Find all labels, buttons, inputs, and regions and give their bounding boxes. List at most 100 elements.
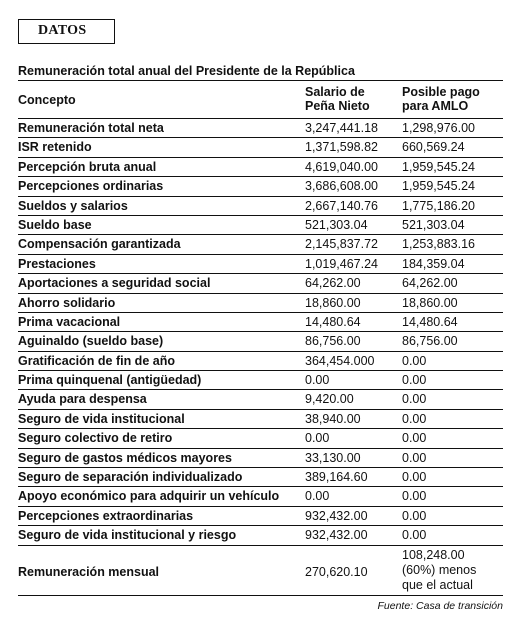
row-amlo: 0.00 <box>402 373 427 388</box>
row-pena: 38,940.00 <box>305 411 361 426</box>
row-amlo-line2: (60%) menos <box>402 562 477 577</box>
row-amlo: 0.00 <box>402 411 427 426</box>
header-amlo: Posible pago para AMLO <box>402 85 502 113</box>
table-row: Ahorro solidario 18,860.00 18,860.00 <box>18 294 503 313</box>
table-row: Prima quinquenal (antigüedad) 0.00 0.00 <box>18 371 503 391</box>
row-concepto: Seguro de gastos médicos mayores <box>18 450 232 465</box>
table-row: Aguinaldo (sueldo base) 86,756.00 86,756.0… <box>18 332 503 352</box>
row-amlo: 14,480.64 <box>402 314 458 329</box>
table-row: Apoyo económico para adquirir un vehícul… <box>18 487 503 507</box>
header-amlo-line2: para AMLO <box>402 99 469 113</box>
row-amlo: 0.00 <box>402 392 427 407</box>
row-amlo: 184,359.04 <box>402 256 465 271</box>
row-pena: 389,164.60 <box>305 470 368 485</box>
table-row: Aportaciones a seguridad social 64,262.00… <box>18 274 503 294</box>
row-pena: 18,860.00 <box>305 295 361 310</box>
table-row: ISR retenido 1,371,598.82 660,569.24 <box>18 138 503 158</box>
row-concepto: Sueldo base <box>18 217 92 232</box>
row-pena: 86,756.00 <box>305 334 361 349</box>
table-row: Percepciones ordinarias 3,686,608.00 1,959… <box>18 177 503 197</box>
header-concepto: Concepto <box>18 93 76 107</box>
row-concepto: Compensación garantizada <box>18 237 181 252</box>
row-pena: 0.00 <box>305 431 330 446</box>
row-amlo: 64,262.00 <box>402 276 458 291</box>
row-concepto: Sueldos y salarios <box>18 198 128 213</box>
row-amlo: 1,775,186.20 <box>402 198 475 213</box>
row-pena: 64,262.00 <box>305 276 361 291</box>
table-row: Prima vacacional 14,480.64 14,480.64 <box>18 313 503 333</box>
row-pena: 0.00 <box>305 489 330 504</box>
header-pena-line1: Salario de <box>305 85 365 99</box>
row-concepto: Prestaciones <box>18 256 96 271</box>
row-pena: 3,247,441.18 <box>305 121 378 135</box>
row-amlo-line1: 108,248.00 <box>402 547 465 562</box>
row-concepto: ISR retenido <box>18 140 92 155</box>
table-row: Seguro colectivo de retiro 0.00 0.00 <box>18 429 503 449</box>
row-concepto: Ayuda para despensa <box>18 392 147 407</box>
row-concepto: Seguro de vida institucional y riesgo <box>18 528 237 543</box>
row-pena: 9,420.00 <box>305 392 354 407</box>
table-row: Sueldo base 521,303.04 521,303.04 <box>18 216 503 236</box>
row-pena: 521,303.04 <box>305 217 368 232</box>
header-pena-nieto: Salario de Peña Nieto <box>305 85 395 113</box>
row-amlo: 0.00 <box>402 508 427 523</box>
row-concepto: Percepciones ordinarias <box>18 179 164 194</box>
row-amlo: 660,569.24 <box>402 140 465 155</box>
row-concepto: Gratificación de fin de año <box>18 353 175 368</box>
row-pena: 4,619,040.00 <box>305 159 378 174</box>
table-row: Seguro de gastos médicos mayores 33,130.0… <box>18 449 503 469</box>
table-row: Seguro de vida institucional y riesgo 932… <box>18 526 503 546</box>
row-amlo: 1,253,883.16 <box>402 237 475 252</box>
table-row: Percepciones extraordinarias 932,432.00 0.… <box>18 507 503 527</box>
row-amlo: 0.00 <box>402 431 427 446</box>
row-pena: 364,454.000 <box>305 353 375 368</box>
source-note: Fuente: Casa de transición <box>377 600 504 612</box>
row-concepto: Prima quinquenal (antigüedad) <box>18 373 202 388</box>
row-amlo: 1,298,976.00 <box>402 121 475 135</box>
row-amlo-line3: que el actual <box>402 577 473 592</box>
row-pena: 1,019,467.24 <box>305 256 378 271</box>
table-row: Seguro de separación individualizado 389,… <box>18 468 503 488</box>
header-pena-line2: Peña Nieto <box>305 99 370 113</box>
row-concepto: Seguro de separación individualizado <box>18 470 243 485</box>
row-pena: 2,667,140.76 <box>305 198 378 213</box>
row-concepto: Percepciones extraordinarias <box>18 508 194 523</box>
row-concepto: Apoyo económico para adquirir un vehícul… <box>18 489 280 504</box>
row-amlo: 0.00 <box>402 353 427 368</box>
table-row: Sueldos y salarios 2,667,140.76 1,775,186.… <box>18 197 503 216</box>
row-pena: 1,371,598.82 <box>305 140 378 155</box>
row-concepto: Prima vacacional <box>18 314 121 329</box>
row-concepto: Remuneración total neta <box>18 121 164 135</box>
table-title: Remuneración total anual del Presidente … <box>18 64 355 78</box>
row-amlo: 0.00 <box>402 450 427 465</box>
table-row: Compensación garantizada 2,145,837.72 1,25… <box>18 235 503 255</box>
table-row: Gratificación de fin de año 364,454.000 0.… <box>18 352 503 372</box>
row-pena: 932,432.00 <box>305 528 368 543</box>
table-row: Seguro de vida institucional 38,940.00 0.0… <box>18 410 503 430</box>
row-pena: 3,686,608.00 <box>305 179 378 194</box>
row-pena: 932,432.00 <box>305 508 368 523</box>
datos-tag: DATOS <box>18 19 115 44</box>
row-concepto: Ahorro solidario <box>18 295 116 310</box>
table-body: Remuneración total neta 3,247,441.18 1,298… <box>18 119 503 546</box>
row-concepto: Percepción bruta anual <box>18 159 157 174</box>
row-pena: 14,480.64 <box>305 314 361 329</box>
row-concepto: Aportaciones a seguridad social <box>18 276 211 291</box>
row-amlo: 86,756.00 <box>402 334 458 349</box>
row-amlo: 1,959,545.24 <box>402 179 475 194</box>
table-row: Ayuda para despensa 9,420.00 0.00 <box>18 390 503 410</box>
row-pena: 270,620.10 <box>305 564 368 579</box>
header-amlo-line1: Posible pago <box>402 85 480 99</box>
row-amlo: 108,248.00 (60%) menos que el actual <box>402 548 502 593</box>
table-row: Remuneración total neta 3,247,441.18 1,298… <box>18 119 503 139</box>
table-row: Percepción bruta anual 4,619,040.00 1,959,… <box>18 158 503 178</box>
row-amlo: 0.00 <box>402 489 427 504</box>
row-amlo: 1,959,545.24 <box>402 159 475 174</box>
row-pena: 0.00 <box>305 373 330 388</box>
table-header: Concepto Salario de Peña Nieto Posible p… <box>18 81 503 119</box>
row-amlo: 521,303.04 <box>402 217 465 232</box>
table-row-monthly: Remuneración mensual 270,620.10 108,248.… <box>18 546 503 596</box>
remuneration-table: Concepto Salario de Peña Nieto Posible p… <box>18 80 503 596</box>
row-amlo: 0.00 <box>402 528 427 543</box>
row-concepto: Seguro colectivo de retiro <box>18 431 173 446</box>
